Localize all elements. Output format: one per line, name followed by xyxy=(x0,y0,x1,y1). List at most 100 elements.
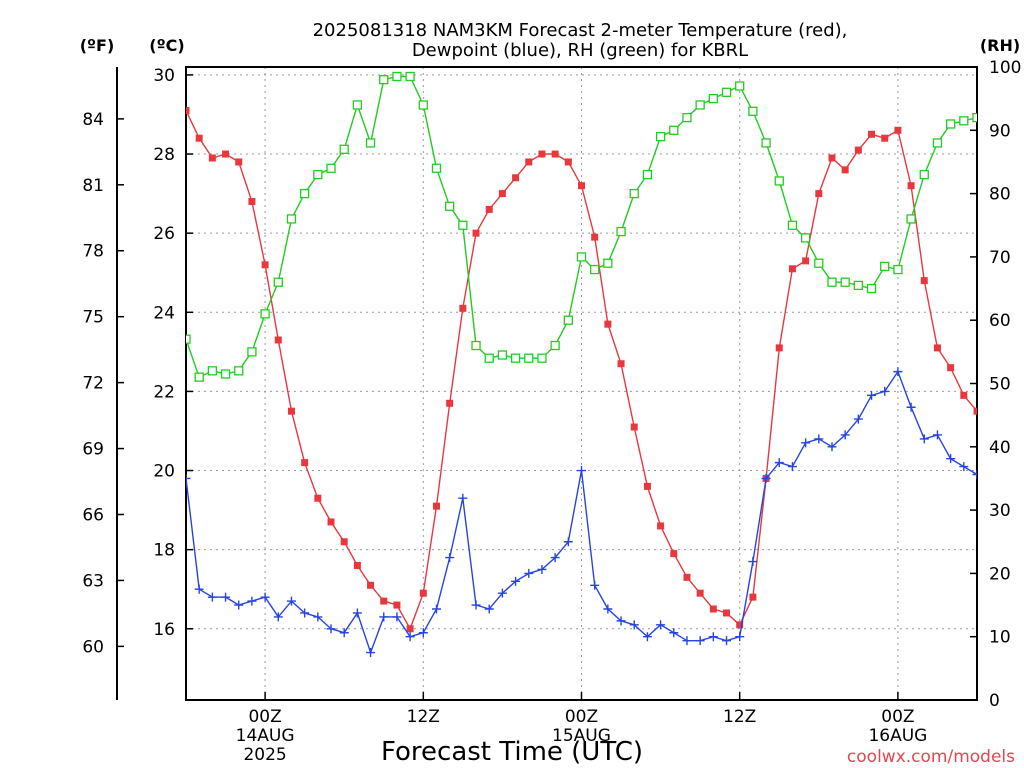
data-point-marker xyxy=(418,100,428,110)
data-point-marker xyxy=(471,340,481,351)
data-point-marker xyxy=(854,146,862,154)
data-point-marker xyxy=(418,628,428,638)
series-rh xyxy=(186,71,977,382)
data-point-marker xyxy=(472,229,480,237)
x-tick-label: 12Z xyxy=(723,707,756,727)
data-point-marker xyxy=(761,138,771,148)
celsius-unit-label: (ºC) xyxy=(149,36,184,55)
rh-tick-label: 50 xyxy=(989,375,1011,395)
data-point-marker xyxy=(366,648,376,658)
data-point-marker xyxy=(471,600,481,610)
credit-text: coolwx.com/models xyxy=(847,747,1015,767)
celsius-tick-label: 30 xyxy=(153,66,175,86)
data-point-marker xyxy=(563,315,573,325)
data-point-marker xyxy=(841,166,849,174)
data-point-marker xyxy=(709,605,717,613)
series-lines xyxy=(186,71,994,658)
celsius-tick-label: 16 xyxy=(153,620,175,640)
data-point-marker xyxy=(959,116,969,126)
data-point-marker xyxy=(802,257,810,265)
data-point-marker xyxy=(708,94,718,104)
data-point-marker xyxy=(186,473,191,483)
data-point-marker xyxy=(814,258,824,268)
data-point-marker xyxy=(987,420,994,427)
data-point-marker xyxy=(669,125,679,135)
data-point-marker xyxy=(788,265,796,273)
data-point-marker xyxy=(972,112,977,123)
data-point-marker xyxy=(551,150,559,158)
data-point-marker xyxy=(234,600,244,610)
x-tick-label: 00Z xyxy=(565,707,598,727)
data-point-marker xyxy=(352,608,362,618)
rh-tick-label: 60 xyxy=(989,311,1011,331)
plot-frame xyxy=(185,66,978,701)
data-point-marker xyxy=(853,414,863,424)
celsius-tick-label: 24 xyxy=(153,303,175,323)
data-point-marker xyxy=(207,366,218,376)
fahrenheit-tick-label: 66 xyxy=(82,505,104,525)
data-point-marker xyxy=(828,154,836,162)
data-point-marker xyxy=(800,233,811,243)
rh-tick-label: 90 xyxy=(989,121,1011,141)
data-point-marker xyxy=(537,353,547,363)
data-point-marker xyxy=(406,625,414,633)
data-point-marker xyxy=(498,190,506,198)
data-point-marker xyxy=(431,604,441,614)
data-point-marker xyxy=(748,106,758,116)
data-point-marker xyxy=(497,350,508,360)
data-point-marker xyxy=(287,407,295,415)
fahrenheit-tick-label: 69 xyxy=(82,440,104,460)
data-point-marker xyxy=(260,592,270,602)
data-point-marker xyxy=(194,372,204,382)
data-point-marker xyxy=(194,584,204,594)
data-point-marker xyxy=(775,344,783,352)
data-point-marker xyxy=(616,616,626,626)
data-point-marker xyxy=(919,434,929,444)
celsius-tick-label: 26 xyxy=(153,224,175,244)
fahrenheit-tick-label: 72 xyxy=(82,374,104,394)
data-point-marker xyxy=(339,628,349,638)
data-point-marker xyxy=(946,454,956,464)
rh-tick-label: 10 xyxy=(989,628,1011,648)
data-point-marker xyxy=(670,550,678,558)
data-point-marker xyxy=(840,430,850,440)
data-point-marker xyxy=(827,277,837,287)
data-point-marker xyxy=(907,182,915,190)
data-point-marker xyxy=(458,493,468,503)
data-point-marker xyxy=(669,628,679,638)
data-point-marker xyxy=(431,163,442,173)
data-point-marker xyxy=(538,150,546,158)
data-point-marker xyxy=(537,564,547,574)
data-point-marker xyxy=(220,369,231,379)
data-point-marker xyxy=(683,573,691,581)
data-point-marker xyxy=(577,466,586,476)
data-point-marker xyxy=(222,150,230,158)
data-point-marker xyxy=(512,174,520,182)
data-point-marker xyxy=(405,71,415,82)
data-point-marker xyxy=(604,320,612,328)
data-point-marker xyxy=(868,130,876,138)
data-point-marker xyxy=(524,353,534,363)
data-point-marker xyxy=(893,264,903,275)
data-point-marker xyxy=(208,154,216,162)
data-point-marker xyxy=(920,277,928,285)
rh-tick-label: 70 xyxy=(989,248,1011,268)
data-point-marker xyxy=(207,592,217,602)
data-point-marker xyxy=(630,423,638,431)
data-point-marker xyxy=(866,283,877,294)
data-point-marker xyxy=(933,344,941,352)
series-temperature xyxy=(186,107,994,633)
data-point-marker xyxy=(446,399,454,407)
data-point-marker xyxy=(881,134,889,142)
data-point-marker xyxy=(590,264,600,275)
data-point-marker xyxy=(643,482,651,490)
data-point-marker xyxy=(485,205,493,213)
data-point-marker xyxy=(550,340,560,351)
data-point-marker xyxy=(186,107,190,115)
data-point-marker xyxy=(960,391,968,399)
data-point-marker xyxy=(510,353,521,363)
data-point-marker xyxy=(774,458,784,468)
data-point-marker xyxy=(761,473,771,483)
data-point-marker xyxy=(550,553,560,563)
data-point-marker xyxy=(221,592,231,602)
